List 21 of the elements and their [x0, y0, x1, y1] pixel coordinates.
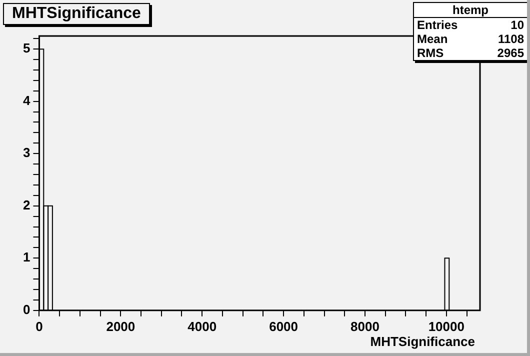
text: Entries	[417, 18, 458, 32]
text: 10	[510, 18, 524, 32]
y-tick-label: 0	[22, 302, 30, 317]
x-tick-label: 4000	[188, 318, 217, 334]
chart-title: MHTSignificance	[3, 3, 150, 25]
text: 2965	[497, 46, 524, 60]
y-tick-label: 3	[22, 145, 30, 160]
x-tick-label: 8000	[350, 318, 380, 334]
x-tick-label: 0	[36, 318, 43, 334]
x-axis-title: MHTSignificance	[370, 334, 475, 349]
text: htemp	[414, 3, 527, 18]
annotation: Mean	[417, 32, 448, 46]
y-tick-label: 1	[22, 250, 30, 265]
y-tick-label: 5	[22, 40, 30, 56]
y-tick-label: 4	[22, 92, 31, 108]
x-tick-label: 6000	[269, 318, 298, 334]
annotation: RMS	[417, 46, 444, 60]
text: 1108	[498, 32, 524, 46]
y-tick-label: 2	[22, 197, 30, 212]
x-tick-label: 2000	[106, 318, 136, 334]
x-tick-label: 10000	[428, 318, 464, 334]
